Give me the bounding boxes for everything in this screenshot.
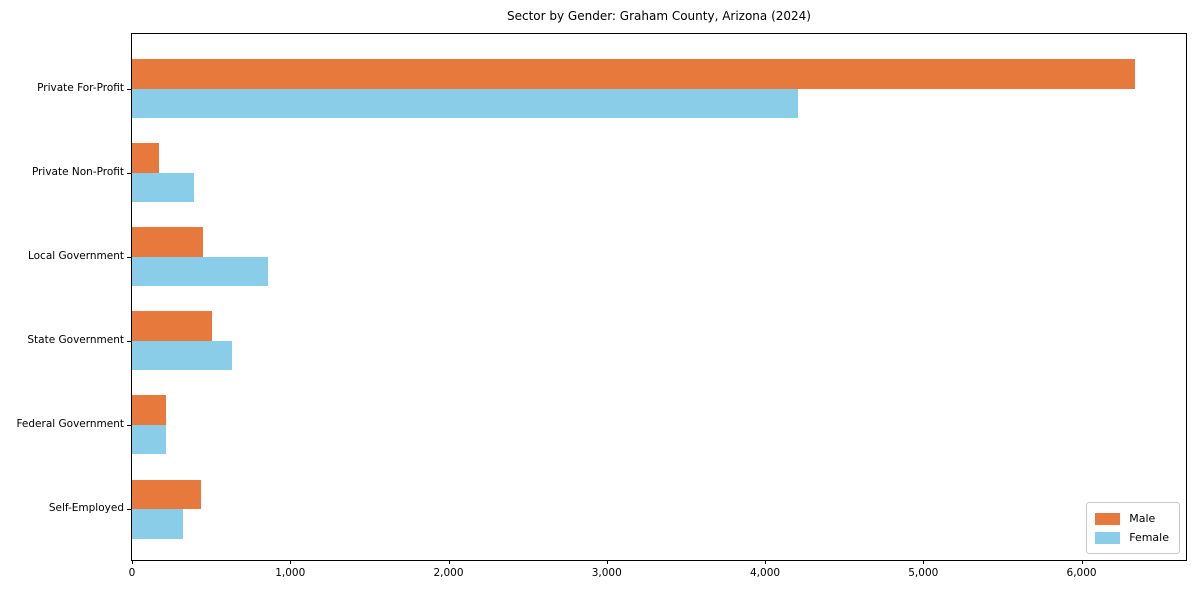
y-axis-label-private-for-profit: Private For-Profit — [37, 81, 124, 94]
legend-label-female: Female — [1129, 531, 1169, 544]
y-tick-mark — [127, 424, 131, 426]
bar-female-private-for-profit — [132, 88, 799, 118]
x-tick-mark — [923, 560, 925, 564]
plot-area: Private For-Profit Private Non-Profit Loca… — [16, 33, 1187, 579]
y-tick-mark — [127, 509, 131, 510]
x-axis-tick-6000: 6,000 — [1066, 567, 1097, 579]
x-axis-tick-5000: 5,000 — [908, 567, 939, 579]
y-axis-label-self-employed: Self-Employed — [48, 502, 124, 514]
y-tick-mark — [127, 340, 131, 342]
x-tick-mark — [606, 560, 608, 564]
y-tick-mark — [127, 88, 131, 90]
x-axis-tick-1000: 1,000 — [275, 567, 306, 579]
bar-male-federal-government — [132, 395, 167, 425]
x-tick-mark — [448, 560, 450, 564]
x-tick-mark — [290, 560, 292, 564]
legend-item-male: Male — [1095, 509, 1169, 528]
bar-female-local-government — [132, 256, 269, 287]
x-tick-mark — [765, 560, 767, 564]
legend-label-male: Male — [1129, 512, 1156, 525]
bar-female-state-government — [132, 340, 232, 371]
legend-swatch-male — [1095, 512, 1121, 525]
bar-male-private-for-profit — [132, 59, 1136, 89]
bar-female-self-employed — [132, 509, 183, 539]
x-axis-tick-0: 0 — [128, 567, 136, 579]
y-tick-mark — [127, 172, 131, 174]
x-axis-tick-3000: 3,000 — [591, 567, 622, 579]
bar-male-private-non-profit — [132, 143, 159, 173]
bar-male-self-employed — [132, 479, 201, 509]
x-tick-mark — [1081, 560, 1083, 564]
x-axis-tick-2000: 2,000 — [433, 567, 464, 579]
legend-swatch-female — [1095, 531, 1121, 544]
legend-item-female: Female — [1095, 528, 1169, 547]
bar-male-local-government — [132, 227, 204, 257]
bar-female-federal-government — [132, 424, 167, 455]
bar-female-private-non-profit — [132, 172, 194, 203]
y-axis-label-local-government: Local Government — [27, 249, 124, 262]
x-axis-tick-4000: 4,000 — [750, 567, 781, 579]
y-axis-label-private-non-profit: Private Non-Profit — [31, 165, 124, 178]
y-axis-label-state-government: State Government — [27, 333, 124, 346]
y-axis-label-federal-government: Federal Government — [16, 417, 124, 430]
legend: Male Female — [1086, 502, 1180, 554]
bar-male-state-government — [132, 311, 212, 341]
chart-title: Sector by Gender: Graham County, Arizona… — [506, 9, 811, 23]
y-tick-mark — [127, 256, 131, 258]
x-tick-mark — [132, 560, 133, 564]
